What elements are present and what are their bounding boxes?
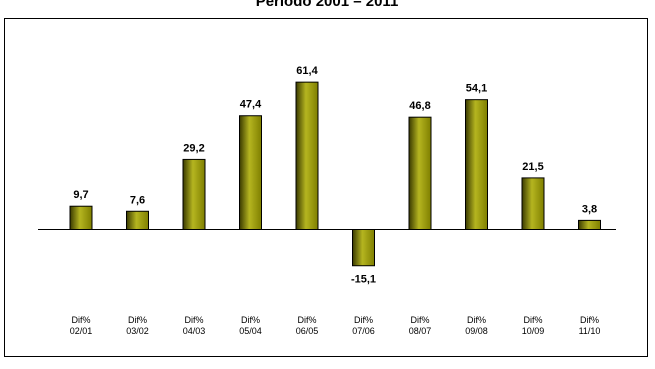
category-label-9-0: Dif%	[580, 315, 599, 325]
category-label-8-1: 10/09	[522, 326, 545, 336]
category-label-8-0: Dif%	[523, 315, 542, 325]
chart-title: Período 2001 – 2011	[256, 0, 399, 10]
value-label-7: 54,1	[466, 83, 487, 95]
category-label-0-1: 02/01	[70, 326, 93, 336]
category-label-2-0: Dif%	[184, 315, 203, 325]
value-label-6: 46,8	[409, 100, 430, 112]
category-label-2-1: 04/03	[183, 326, 206, 336]
bar-0	[69, 205, 93, 231]
category-label-5-0: Dif%	[354, 315, 373, 325]
bar-3	[239, 115, 262, 230]
value-label-3: 47,4	[240, 99, 262, 111]
value-label-1: 7,6	[130, 194, 145, 206]
category-label-4-0: Dif%	[297, 315, 316, 325]
bar-8	[521, 177, 545, 230]
category-label-5-1: 07/06	[352, 326, 375, 336]
category-label-1-0: Dif%	[128, 315, 147, 325]
category-label-1-1: 03/02	[126, 326, 149, 336]
category-label-7-0: Dif%	[467, 315, 486, 325]
value-label-5: -15,1	[351, 274, 376, 286]
category-label-0-0: Dif%	[71, 315, 90, 325]
category-label-3-0: Dif%	[241, 315, 260, 325]
category-label-6-0: Dif%	[410, 315, 429, 325]
value-label-8: 21,5	[522, 161, 543, 173]
value-label-4: 61,4	[296, 65, 318, 77]
bar-7	[465, 99, 488, 230]
bar-5	[352, 229, 375, 267]
category-label-9-1: 11/10	[579, 326, 601, 336]
bar-1	[126, 210, 149, 230]
category-label-4-1: 06/05	[296, 326, 319, 336]
category-label-6-1: 08/07	[409, 326, 432, 336]
plot-border	[4, 18, 648, 357]
category-label-3-1: 05/04	[239, 326, 262, 336]
value-label-2: 29,2	[183, 142, 204, 154]
bar-2	[182, 158, 206, 230]
bar-6	[408, 116, 432, 230]
bar-9	[578, 219, 601, 231]
category-label-7-1: 09/08	[465, 326, 488, 336]
bar-4	[295, 81, 319, 230]
value-label-0: 9,7	[73, 189, 88, 201]
value-label-9: 3,8	[582, 203, 597, 215]
